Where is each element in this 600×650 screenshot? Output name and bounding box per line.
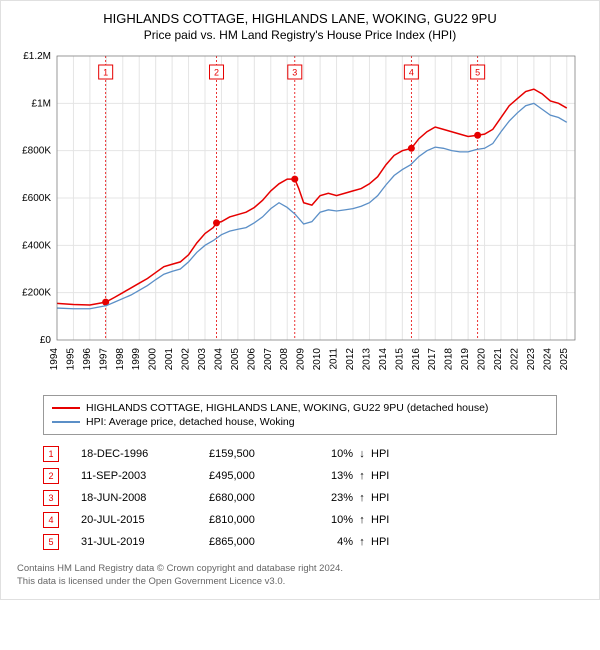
sales-table: 118-DEC-1996£159,50010%↓HPI211-SEP-2003£… xyxy=(43,443,557,553)
svg-text:2007: 2007 xyxy=(263,348,274,371)
sale-price: £865,000 xyxy=(209,536,309,548)
sale-hpi-label: HPI xyxy=(371,448,389,460)
svg-text:1999: 1999 xyxy=(131,348,142,371)
legend-label: HPI: Average price, detached house, Woki… xyxy=(86,416,295,428)
sale-pct: 10% xyxy=(309,448,353,460)
arrow-icon: ↑ xyxy=(353,492,371,504)
arrow-icon: ↓ xyxy=(353,448,371,460)
sale-price: £159,500 xyxy=(209,448,309,460)
svg-text:2008: 2008 xyxy=(279,348,290,371)
svg-text:2012: 2012 xyxy=(345,348,356,371)
sale-marker: 3 xyxy=(43,490,59,506)
sale-price: £810,000 xyxy=(209,514,309,526)
svg-text:2022: 2022 xyxy=(509,348,520,371)
sale-hpi-label: HPI xyxy=(371,470,389,482)
svg-text:2013: 2013 xyxy=(361,348,372,371)
legend-item: HPI: Average price, detached house, Woki… xyxy=(52,415,548,429)
svg-text:2: 2 xyxy=(214,68,219,78)
sale-date: 18-DEC-1996 xyxy=(81,448,209,460)
sale-hpi-label: HPI xyxy=(371,492,389,504)
sale-date: 18-JUN-2008 xyxy=(81,492,209,504)
svg-text:£1.2M: £1.2M xyxy=(23,51,51,62)
svg-text:2014: 2014 xyxy=(378,348,389,371)
chart-area: £0 £200K £400K £600K £800K £1M £1.2M 1994 1995 19… xyxy=(13,50,587,385)
svg-text:1998: 1998 xyxy=(115,348,126,371)
sale-hpi-label: HPI xyxy=(371,536,389,548)
svg-text:2020: 2020 xyxy=(477,348,488,371)
svg-text:1997: 1997 xyxy=(98,348,109,371)
svg-text:3: 3 xyxy=(292,68,297,78)
svg-text:2011: 2011 xyxy=(329,348,340,370)
svg-text:2015: 2015 xyxy=(394,348,405,371)
svg-text:£200K: £200K xyxy=(22,288,51,299)
svg-text:1: 1 xyxy=(103,68,108,78)
svg-text:2021: 2021 xyxy=(493,348,504,371)
footer-attribution: Contains HM Land Registry data © Crown c… xyxy=(17,563,583,589)
svg-text:2024: 2024 xyxy=(542,348,553,371)
arrow-icon: ↑ xyxy=(353,514,371,526)
svg-text:2010: 2010 xyxy=(312,348,323,371)
sale-pct: 23% xyxy=(309,492,353,504)
svg-text:2001: 2001 xyxy=(164,348,175,371)
sale-row: 1 18-DEC-1996£159,50010%↓HPI xyxy=(43,443,557,465)
svg-text:2025: 2025 xyxy=(559,348,570,371)
footer-line-1: Contains HM Land Registry data © Crown c… xyxy=(17,563,583,576)
chart-container: HIGHLANDS COTTAGE, HIGHLANDS LANE, WOKIN… xyxy=(0,0,600,600)
sale-marker: 1 xyxy=(43,446,59,462)
sale-pct: 4% xyxy=(309,536,353,548)
svg-text:2003: 2003 xyxy=(197,348,208,371)
svg-text:£600K: £600K xyxy=(22,193,51,204)
legend-swatch xyxy=(52,407,80,409)
svg-text:2016: 2016 xyxy=(411,348,422,371)
footer-line-2: This data is licensed under the Open Gov… xyxy=(17,576,583,589)
sale-row: 4 20-JUL-2015£810,00010%↑HPI xyxy=(43,509,557,531)
svg-text:£0: £0 xyxy=(40,335,52,346)
svg-text:2000: 2000 xyxy=(148,348,159,371)
svg-text:£800K: £800K xyxy=(22,146,51,157)
svg-text:1996: 1996 xyxy=(82,348,93,371)
svg-text:£400K: £400K xyxy=(22,240,51,251)
sale-marker: 4 xyxy=(43,512,59,528)
legend: HIGHLANDS COTTAGE, HIGHLANDS LANE, WOKIN… xyxy=(43,395,557,435)
title-main: HIGHLANDS COTTAGE, HIGHLANDS LANE, WOKIN… xyxy=(13,11,587,26)
legend-label: HIGHLANDS COTTAGE, HIGHLANDS LANE, WOKIN… xyxy=(86,402,488,414)
sale-price: £680,000 xyxy=(209,492,309,504)
sale-row: 3 18-JUN-2008£680,00023%↑HPI xyxy=(43,487,557,509)
svg-text:4: 4 xyxy=(409,68,414,78)
svg-text:2017: 2017 xyxy=(427,348,438,371)
sale-marker: 5 xyxy=(43,534,59,550)
svg-text:2005: 2005 xyxy=(230,348,241,371)
svg-text:2009: 2009 xyxy=(296,348,307,371)
sale-row: 2 11-SEP-2003£495,00013%↑HPI xyxy=(43,465,557,487)
svg-text:1994: 1994 xyxy=(49,348,60,371)
svg-text:1995: 1995 xyxy=(65,348,76,371)
sale-date: 11-SEP-2003 xyxy=(81,470,209,482)
svg-text:2004: 2004 xyxy=(213,348,224,371)
sale-marker: 2 xyxy=(43,468,59,484)
svg-text:£1M: £1M xyxy=(32,98,51,109)
svg-text:2006: 2006 xyxy=(246,348,257,371)
price-chart: £0 £200K £400K £600K £800K £1M £1.2M 1994 1995 19… xyxy=(13,50,583,380)
sale-pct: 10% xyxy=(309,514,353,526)
svg-text:2002: 2002 xyxy=(181,348,192,371)
sale-row: 5 31-JUL-2019£865,0004%↑HPI xyxy=(43,531,557,553)
svg-text:2023: 2023 xyxy=(526,348,537,371)
sale-hpi-label: HPI xyxy=(371,514,389,526)
arrow-icon: ↑ xyxy=(353,470,371,482)
sale-date: 20-JUL-2015 xyxy=(81,514,209,526)
legend-swatch xyxy=(52,421,80,423)
svg-text:2019: 2019 xyxy=(460,348,471,371)
legend-item: HIGHLANDS COTTAGE, HIGHLANDS LANE, WOKIN… xyxy=(52,401,548,415)
svg-text:5: 5 xyxy=(475,68,480,78)
svg-text:2018: 2018 xyxy=(444,348,455,371)
sale-pct: 13% xyxy=(309,470,353,482)
sale-date: 31-JUL-2019 xyxy=(81,536,209,548)
sale-price: £495,000 xyxy=(209,470,309,482)
arrow-icon: ↑ xyxy=(353,536,371,548)
title-sub: Price paid vs. HM Land Registry's House … xyxy=(13,28,587,42)
